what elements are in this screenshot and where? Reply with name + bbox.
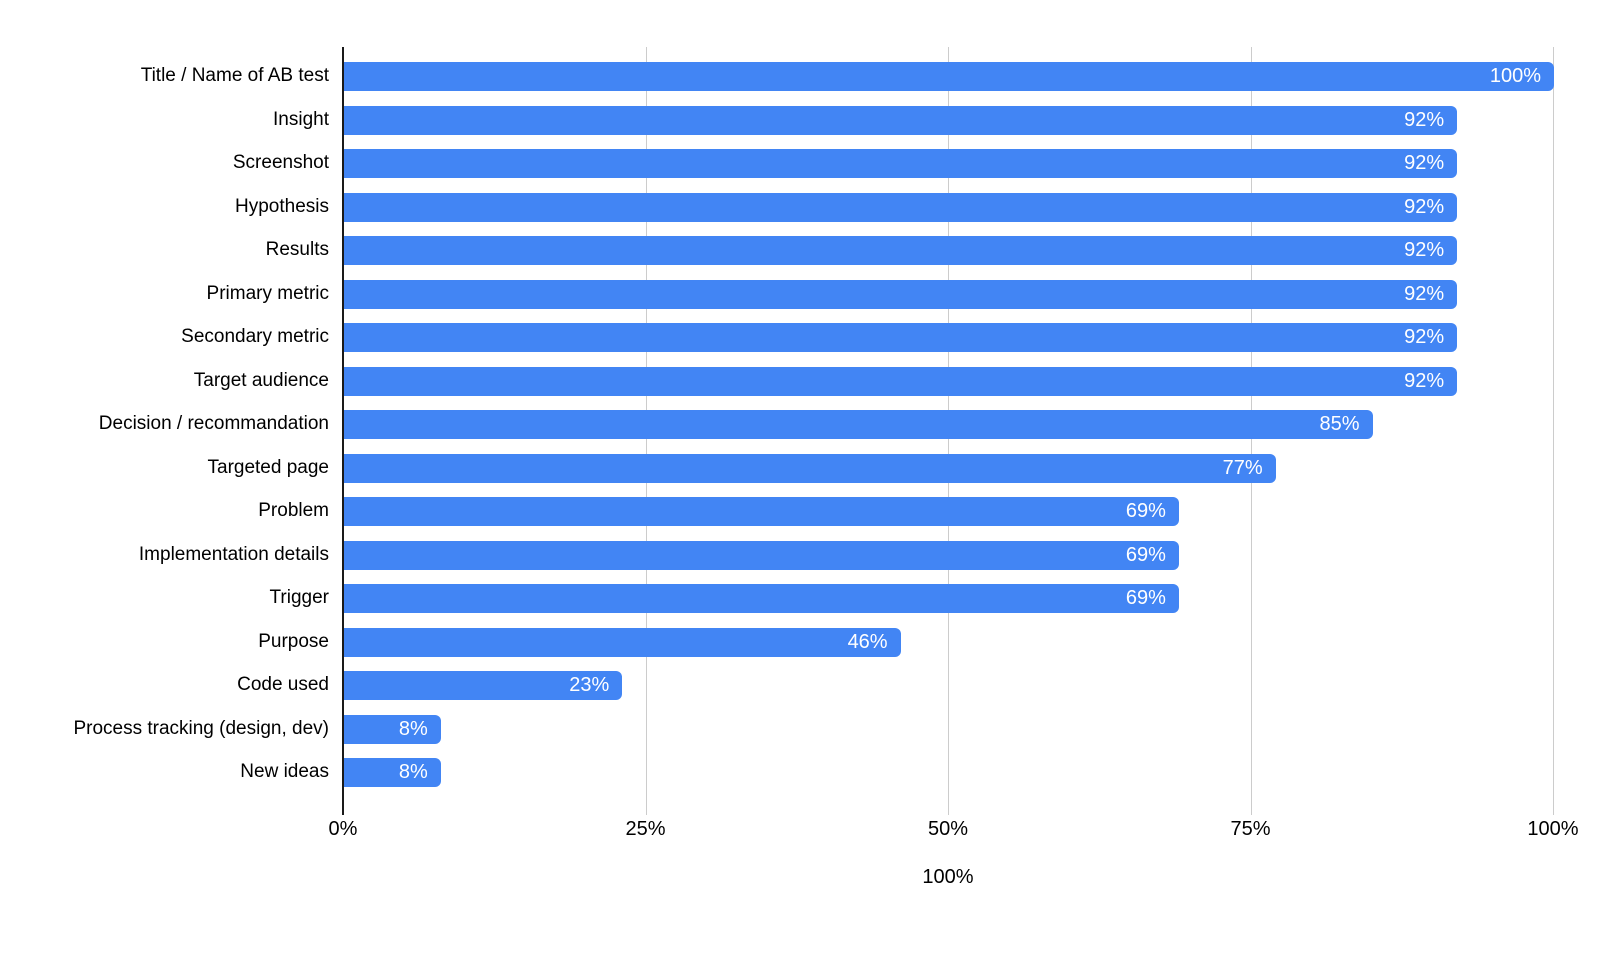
bar[interactable]: 46% <box>344 627 901 657</box>
bar-track: 85% <box>343 410 1553 440</box>
bar-value-label: 23% <box>569 674 610 697</box>
bar-value-label: 69% <box>1125 500 1166 523</box>
bar-value-label: 92% <box>1404 195 1445 218</box>
category-label: Process tracking (design, dev) <box>73 717 329 739</box>
bar-track: 69% <box>343 540 1553 570</box>
category-label: Primary metric <box>206 282 329 304</box>
category-label: Problem <box>258 500 329 522</box>
bar[interactable]: 92% <box>344 105 1458 135</box>
chart-row: Trigger 69% <box>0 577 1600 621</box>
bar-value-label: 92% <box>1404 108 1445 131</box>
x-gridline <box>1553 47 1554 815</box>
category-label: Code used <box>237 674 329 696</box>
bar-track: 92% <box>343 105 1553 135</box>
bar-value-label: 46% <box>847 630 888 653</box>
bar-value-label: 100% <box>1489 65 1541 88</box>
chart-row: Secondary metric 92% <box>0 316 1600 360</box>
bar-track: 8% <box>343 758 1553 788</box>
bar-track: 92% <box>343 323 1553 353</box>
bar[interactable]: 100% <box>344 62 1554 92</box>
bar-track: 8% <box>343 714 1553 744</box>
chart-row: Problem 69% <box>0 490 1600 534</box>
x-tick-label: 0% <box>328 818 358 840</box>
category-label: Targeted page <box>207 456 330 478</box>
bar-track: 92% <box>343 366 1553 396</box>
bar-track: 77% <box>343 453 1553 483</box>
chart-row: Code used 23% <box>0 664 1600 708</box>
chart-row: Hypothesis 92% <box>0 186 1600 230</box>
chart-row: Process tracking (design, dev) 8% <box>0 708 1600 752</box>
bar-value-label: 92% <box>1404 369 1445 392</box>
category-label: Purpose <box>258 630 329 652</box>
category-label: Title / Name of AB test <box>140 65 329 87</box>
bar-value-label: 92% <box>1404 282 1445 305</box>
category-label: Decision / recommandation <box>98 413 329 435</box>
bar-value-label: 69% <box>1125 543 1166 566</box>
bar[interactable]: 8% <box>344 758 441 788</box>
bar[interactable]: 92% <box>344 192 1458 222</box>
bar-track: 92% <box>343 149 1553 179</box>
category-label: Trigger <box>269 587 329 609</box>
chart-row: New ideas 8% <box>0 751 1600 795</box>
bar-value-label: 8% <box>398 761 428 784</box>
category-label: Screenshot <box>232 152 329 174</box>
x-tick-label: 75% <box>1230 818 1271 840</box>
chart-row: Purpose 46% <box>0 621 1600 665</box>
bar-track: 92% <box>343 192 1553 222</box>
bar-track: 92% <box>343 279 1553 309</box>
bar[interactable]: 69% <box>344 540 1179 570</box>
chart-row: Target audience 92% <box>0 360 1600 404</box>
bar[interactable]: 92% <box>344 149 1458 179</box>
bar[interactable]: 23% <box>344 671 623 701</box>
category-label: Results <box>265 239 329 261</box>
bar[interactable]: 8% <box>344 714 441 744</box>
category-label: Target audience <box>193 369 329 391</box>
bar[interactable]: 69% <box>344 584 1179 614</box>
category-label: Hypothesis <box>235 195 329 217</box>
chart-row: Insight 92% <box>0 99 1600 143</box>
bar-value-label: 92% <box>1404 152 1445 175</box>
bar[interactable]: 92% <box>344 366 1458 396</box>
bar[interactable]: 85% <box>344 410 1373 440</box>
bar-value-label: 69% <box>1125 587 1166 610</box>
chart-rows: Title / Name of AB test 100% Insight 92% Scr… <box>0 55 1600 795</box>
bar-track: 23% <box>343 671 1553 701</box>
bar[interactable]: 77% <box>344 453 1276 483</box>
chart-row: Title / Name of AB test 100% <box>0 55 1600 99</box>
bar-value-label: 92% <box>1404 326 1445 349</box>
bar-track: 69% <box>343 497 1553 527</box>
category-label: Implementation details <box>138 543 329 565</box>
bar-value-label: 77% <box>1222 456 1263 479</box>
y-axis-line <box>342 47 344 815</box>
bar-track: 92% <box>343 236 1553 266</box>
bar[interactable]: 92% <box>344 279 1458 309</box>
bar[interactable]: 92% <box>344 323 1458 353</box>
x-axis-title: 100% <box>922 866 974 888</box>
chart-row: Decision / recommandation 85% <box>0 403 1600 447</box>
x-tick-label: 25% <box>625 818 666 840</box>
bar-value-label: 92% <box>1404 239 1445 262</box>
x-tick-label: 100% <box>1527 818 1579 840</box>
bar-track: 100% <box>343 62 1554 92</box>
chart-row: Primary metric 92% <box>0 273 1600 317</box>
chart-row: Results 92% <box>0 229 1600 273</box>
bar-track: 46% <box>343 627 1553 657</box>
category-label: Secondary metric <box>181 326 329 348</box>
chart-row: Targeted page 77% <box>0 447 1600 491</box>
chart-row: Implementation details 69% <box>0 534 1600 578</box>
bar-track: 69% <box>343 584 1553 614</box>
bar-value-label: 8% <box>398 717 428 740</box>
chart-row: Screenshot 92% <box>0 142 1600 186</box>
category-label: Insight <box>273 108 329 130</box>
bar[interactable]: 69% <box>344 497 1179 527</box>
x-tick-label: 50% <box>927 818 969 840</box>
bar-value-label: 85% <box>1319 413 1360 436</box>
bar[interactable]: 92% <box>344 236 1458 266</box>
x-axis-ticks: 0% 25% 50% 75% 100% <box>329 818 1579 844</box>
category-label: New ideas <box>240 761 329 783</box>
